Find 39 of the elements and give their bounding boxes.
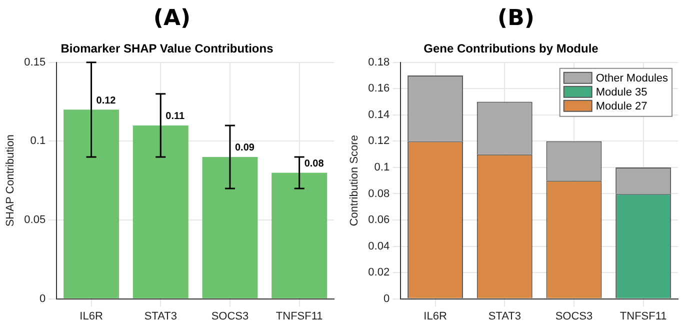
y-tick-label: 0.12 xyxy=(368,135,390,148)
data-label: 0.12 xyxy=(96,95,116,106)
y-axis-title: SHAP Contribution xyxy=(4,134,17,227)
y-tick-label: 0.15 xyxy=(24,56,46,68)
y-tick-label: 0.16 xyxy=(368,82,390,95)
chart-title: Gene Contributions by Module xyxy=(424,42,599,56)
x-tick-label: IL6R xyxy=(80,310,103,322)
y-tick-label: 0.04 xyxy=(368,240,390,252)
data-label: 0.11 xyxy=(166,111,185,122)
x-tick-label: TNFSF11 xyxy=(620,310,667,322)
y-tick-label: 0.05 xyxy=(24,214,46,226)
data-label: 0.09 xyxy=(234,142,255,154)
legend-label: Module 35 xyxy=(596,86,648,98)
y-tick-label: 0 xyxy=(383,292,390,305)
bar xyxy=(202,156,258,298)
x-tick-label: STAT3 xyxy=(488,310,521,322)
bar xyxy=(272,172,328,298)
bar xyxy=(64,110,120,298)
x-tick-label: SOCS3 xyxy=(555,310,593,322)
x-tick-label: STAT3 xyxy=(144,310,177,322)
x-tick-label: SOCS3 xyxy=(211,310,249,322)
y-axis-title: Contribution Score xyxy=(348,135,361,226)
y-tick-label: 0.06 xyxy=(368,214,390,226)
y-tick-label: 0.1 xyxy=(30,135,46,148)
y-tick-label: 0.02 xyxy=(368,266,390,279)
x-tick-label: IL6R xyxy=(424,310,447,322)
legend-label: Other Modules xyxy=(596,72,668,84)
y-tick-label: 0.1 xyxy=(374,162,390,174)
bar xyxy=(132,125,188,298)
x-tick-label: TNFSF11 xyxy=(276,310,323,322)
y-tick-label: 0 xyxy=(39,292,46,305)
y-tick-label: 0.14 xyxy=(368,108,390,121)
y-tick-label: 0.18 xyxy=(368,56,390,68)
data-label: 0.08 xyxy=(304,158,324,170)
legend-label: Module 27 xyxy=(596,100,648,112)
chart-title: Biomarker SHAP Value Contributions xyxy=(60,42,274,56)
text: (B) xyxy=(496,5,536,33)
y-tick-label: 0.08 xyxy=(368,188,390,200)
text: (A) xyxy=(152,5,192,33)
